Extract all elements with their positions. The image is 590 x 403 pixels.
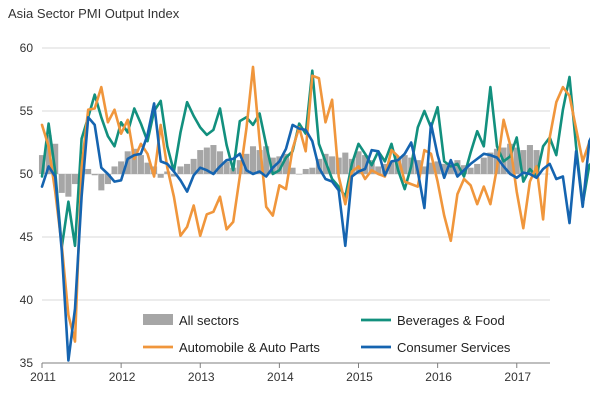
all-sectors-bar — [210, 145, 217, 174]
legend: All sectors Beverages & Food Automobile & … — [143, 313, 511, 355]
y-tick-label: 55 — [20, 104, 34, 118]
automobile-auto-parts-line — [40, 65, 590, 343]
all-sectors-bar — [454, 160, 461, 174]
chart-title: Asia Sector PMI Output Index — [8, 6, 180, 21]
all-sectors-bar — [58, 174, 65, 193]
all-sectors-bar — [216, 151, 224, 174]
all-sectors-bar — [282, 153, 290, 174]
all-sectors-bar — [91, 174, 98, 176]
x-tick-label: 2014 — [267, 370, 294, 384]
all-sectors-bar — [388, 161, 395, 174]
consumer-services-line — [40, 102, 590, 362]
axes: 35 40 45 50 55 60 2011 2012 2013 2014 2015 2016 2017 — [20, 41, 550, 384]
all-sectors-bar — [184, 163, 191, 174]
all-sectors-bar — [526, 145, 533, 174]
all-sectors-bar — [157, 174, 164, 178]
all-sectors-bar — [190, 158, 197, 174]
all-sectors-bar — [434, 161, 441, 174]
legend-label-automobile-auto-parts: Automobile & Auto Parts — [179, 340, 320, 355]
all-sectors-bar — [342, 152, 349, 174]
all-sectors-bar — [269, 157, 276, 174]
all-sectors-bar — [401, 155, 408, 174]
all-sectors-bar — [355, 151, 362, 174]
all-sectors-bar — [131, 148, 138, 174]
all-sectors-bar — [362, 155, 369, 174]
all-sectors-bar — [249, 146, 257, 174]
all-sectors-bar — [223, 161, 230, 174]
all-sectors-bar — [296, 174, 303, 175]
x-tick-label: 2015 — [346, 370, 373, 384]
legend-swatch-all-sectors — [143, 314, 173, 325]
all-sectors-bar — [38, 155, 46, 174]
all-sectors-bar — [111, 166, 118, 174]
y-tick-label: 50 — [20, 167, 34, 181]
all-sectors-bar — [203, 147, 210, 174]
all-sectors-bar — [71, 174, 79, 185]
all-sectors-bar — [507, 143, 514, 174]
all-sectors-bar — [263, 146, 270, 174]
all-sectors-bar — [480, 157, 487, 174]
y-tick-label: 45 — [20, 230, 34, 244]
all-sectors-bar — [177, 166, 184, 174]
all-sectors-bar — [170, 174, 177, 177]
all-sectors-bar — [368, 160, 375, 174]
x-tick-label: 2017 — [504, 370, 531, 384]
all-sectors-bar — [197, 150, 204, 174]
all-sectors-bar — [144, 162, 151, 174]
y-tick-label: 35 — [20, 356, 34, 370]
all-sectors-bar — [375, 166, 382, 174]
all-sectors-bar — [487, 152, 494, 174]
all-sectors-bar — [513, 147, 520, 174]
legend-label-consumer-services: Consumer Services — [397, 340, 511, 355]
all-sectors-bar — [289, 167, 296, 174]
all-sectors-bar — [104, 174, 111, 185]
all-sectors-bar — [309, 167, 316, 174]
y-tick-label: 60 — [20, 41, 34, 55]
legend-label-all-sectors: All sectors — [179, 313, 239, 328]
all-sectors-bar — [447, 162, 454, 174]
all-sectors-bar — [329, 156, 336, 174]
x-tick-label: 2011 — [30, 370, 56, 384]
all-sectors-bar — [137, 155, 144, 174]
all-sectors-bar — [98, 174, 105, 191]
y-tick-label: 40 — [20, 293, 34, 307]
all-sectors-bar — [256, 150, 263, 174]
all-sectors-bar — [533, 150, 540, 174]
series-lines — [40, 65, 590, 362]
all-sectors-bar — [421, 166, 428, 174]
x-tick-label: 2013 — [188, 370, 215, 384]
all-sectors-bar — [85, 168, 92, 174]
all-sectors-bar — [520, 150, 527, 174]
beverages-food-line — [40, 69, 590, 249]
all-sectors-bar — [467, 167, 474, 174]
all-sectors-bar — [65, 174, 72, 197]
all-sectors-bar — [441, 163, 448, 174]
all-sectors-bar — [243, 153, 250, 174]
all-sectors-bar — [427, 162, 435, 174]
all-sectors-bar — [118, 161, 125, 174]
all-sectors-bar — [381, 163, 388, 174]
legend-label-beverages-food: Beverages & Food — [397, 313, 505, 328]
all-sectors-bar — [302, 168, 309, 174]
all-sectors-bar — [474, 163, 481, 174]
all-sectors-bar — [276, 156, 283, 174]
x-tick-label: 2012 — [109, 370, 136, 384]
all-sectors-bar — [52, 143, 59, 174]
x-tick-label: 2016 — [425, 370, 452, 384]
